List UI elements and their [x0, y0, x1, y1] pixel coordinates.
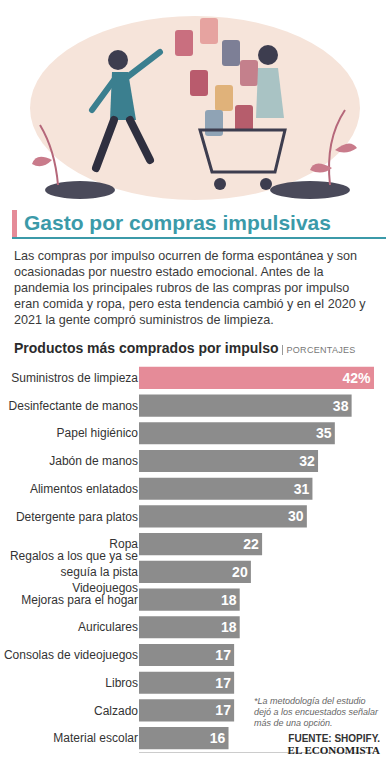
- svg-text:Desinfectante de manos: Desinfectante de manos: [9, 399, 138, 413]
- svg-text:Papel higiénico: Papel higiénico: [57, 426, 139, 440]
- html-text:PORCENTAJES: PORCENTAJES: [286, 345, 356, 355]
- svg-text:17: 17: [215, 702, 231, 718]
- svg-text:Regalos a los que ya seseguía: Regalos a los que ya seseguía la pistaVi…: [10, 549, 138, 594]
- svg-text:20: 20: [232, 564, 248, 580]
- svg-text:Calzado: Calzado: [94, 704, 138, 718]
- svg-text:17: 17: [215, 675, 231, 691]
- svg-text:Jabón de manos: Jabón de manos: [49, 454, 138, 468]
- svg-text:Ropa: Ropa: [109, 537, 138, 551]
- svg-text:22: 22: [243, 536, 259, 552]
- svg-text:17: 17: [215, 647, 231, 663]
- svg-text:Consolas de videojuegos: Consolas de videojuegos: [4, 648, 138, 662]
- svg-text:35: 35: [316, 425, 332, 441]
- svg-text:32: 32: [299, 453, 315, 469]
- svg-text:18: 18: [221, 619, 237, 635]
- svg-text:16: 16: [210, 730, 226, 746]
- html-text:FUENTE: SHOPIFY.: FUENTE: SHOPIFY.: [288, 733, 380, 744]
- svg-text:Mejoras para el hogar: Mejoras para el hogar: [21, 593, 138, 607]
- svg-text:Material escolar: Material escolar: [53, 731, 138, 745]
- html-text:*La metodología del estudio de: *La metodología del estudio dejó a los e…: [254, 696, 379, 728]
- svg-text:Alimentos enlatados: Alimentos enlatados: [30, 482, 138, 496]
- svg-text:Detergente para platos: Detergente para platos: [16, 510, 138, 524]
- svg-text:42%: 42%: [342, 370, 371, 386]
- svg-text:18: 18: [221, 592, 237, 608]
- svg-text:38: 38: [333, 398, 349, 414]
- html-text:Productos más comprados por im: Productos más comprados por impulso: [14, 340, 279, 356]
- html-text:EL ECONOMISTA: EL ECONOMISTA: [287, 744, 380, 756]
- svg-text:Suministros de limpieza: Suministros de limpieza: [11, 371, 138, 385]
- svg-text:31: 31: [294, 481, 310, 497]
- html-text:Gasto por compras impulsivas: Gasto por compras impulsivas: [24, 211, 331, 234]
- html-text:Las compras por impulso ocurre: Las compras por impulso ocurren de forma…: [14, 249, 366, 327]
- svg-text:30: 30: [288, 508, 304, 524]
- svg-text:Libros: Libros: [105, 676, 138, 690]
- svg-text:Auriculares: Auriculares: [78, 620, 138, 634]
